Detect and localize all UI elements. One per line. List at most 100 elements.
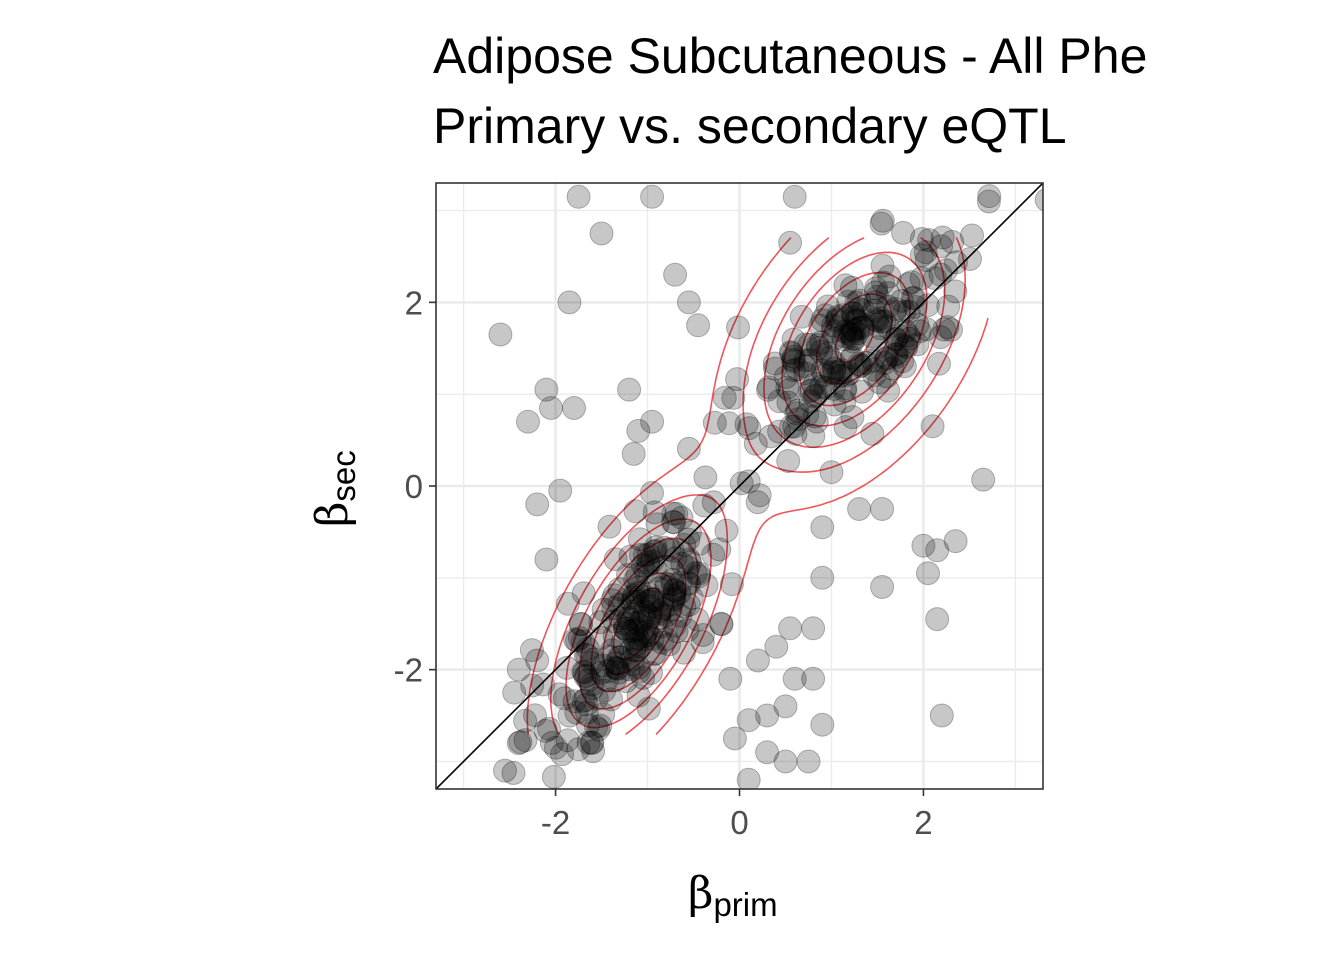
data-point [842, 318, 867, 343]
data-point [531, 672, 555, 697]
data-point [872, 350, 897, 375]
data-point [663, 262, 688, 287]
data-point [640, 480, 664, 505]
data-point [627, 612, 651, 637]
data-point [589, 625, 614, 650]
data-point [905, 312, 930, 337]
data-point [840, 345, 865, 370]
data-point [552, 686, 577, 711]
data-point [764, 634, 789, 659]
data-point [893, 333, 918, 358]
data-point [639, 661, 663, 685]
data-point [911, 533, 936, 558]
data-point [627, 527, 652, 552]
data-point [825, 307, 850, 331]
data-point [579, 730, 604, 755]
data-point [798, 389, 823, 414]
data-point [813, 303, 838, 328]
data-point [555, 728, 580, 753]
data-point [654, 627, 679, 651]
data-point [781, 344, 806, 369]
data-point [862, 363, 887, 388]
data-point [608, 606, 633, 631]
data-point [897, 326, 922, 351]
data-point [865, 308, 889, 333]
data-point [882, 299, 907, 324]
data-point [863, 280, 888, 305]
data-point [782, 358, 806, 383]
data-point [636, 589, 661, 614]
data-point [631, 665, 656, 690]
data-point [900, 286, 925, 311]
data-point [604, 651, 628, 676]
data-point [576, 713, 600, 738]
data-point [935, 315, 960, 340]
data-point [592, 678, 617, 703]
data-point [661, 587, 686, 612]
data-point [643, 538, 668, 563]
data-point [620, 618, 645, 643]
data-point [502, 680, 527, 705]
data-point [676, 527, 701, 552]
data-point [622, 599, 647, 624]
data-point [676, 290, 701, 315]
data-point [847, 288, 872, 313]
data-point [576, 668, 601, 692]
data-point [775, 375, 800, 400]
data-point [645, 512, 670, 537]
y-axis-title: βsec [307, 450, 362, 527]
data-point [907, 319, 932, 344]
data-point [822, 392, 847, 417]
data-point [625, 638, 650, 663]
data-point [929, 703, 954, 728]
data-point [786, 407, 811, 432]
data-point [714, 518, 739, 543]
data-point [667, 581, 692, 605]
data-point [826, 360, 851, 385]
data-point [664, 501, 689, 526]
data-point [832, 378, 857, 403]
data-point [568, 612, 593, 637]
data-point [767, 389, 792, 414]
data-point [506, 657, 531, 682]
data-point [758, 424, 783, 449]
data-point [845, 308, 870, 333]
data-point [626, 418, 651, 443]
data-point [863, 290, 888, 315]
data-point [488, 322, 513, 347]
data-point [877, 264, 902, 289]
data-point [876, 378, 901, 403]
data-point [783, 421, 808, 446]
data-point [608, 645, 633, 670]
data-point [837, 361, 862, 386]
data-point [909, 266, 934, 291]
data-point [779, 414, 804, 439]
data-point [850, 298, 875, 322]
data-point [668, 603, 693, 628]
data-point [501, 761, 526, 785]
data-point [871, 270, 895, 295]
data-point [702, 410, 727, 435]
data-point [781, 327, 806, 352]
data-point [534, 547, 559, 572]
data-point [936, 294, 961, 319]
data-point [516, 409, 540, 434]
data-point [519, 638, 544, 663]
data-point [824, 308, 849, 333]
data-point [601, 596, 626, 621]
data-point [854, 350, 879, 375]
data-point [554, 655, 579, 680]
data-point [896, 272, 921, 296]
data-point [591, 597, 616, 622]
data-point [662, 583, 686, 608]
data-point [537, 716, 561, 741]
data-point [677, 520, 702, 545]
data-point [833, 415, 858, 440]
data-point [875, 345, 899, 370]
data-point [755, 703, 780, 728]
data-point [925, 607, 950, 632]
data-point [650, 596, 675, 621]
data-point [805, 333, 830, 357]
data-point [632, 624, 657, 649]
